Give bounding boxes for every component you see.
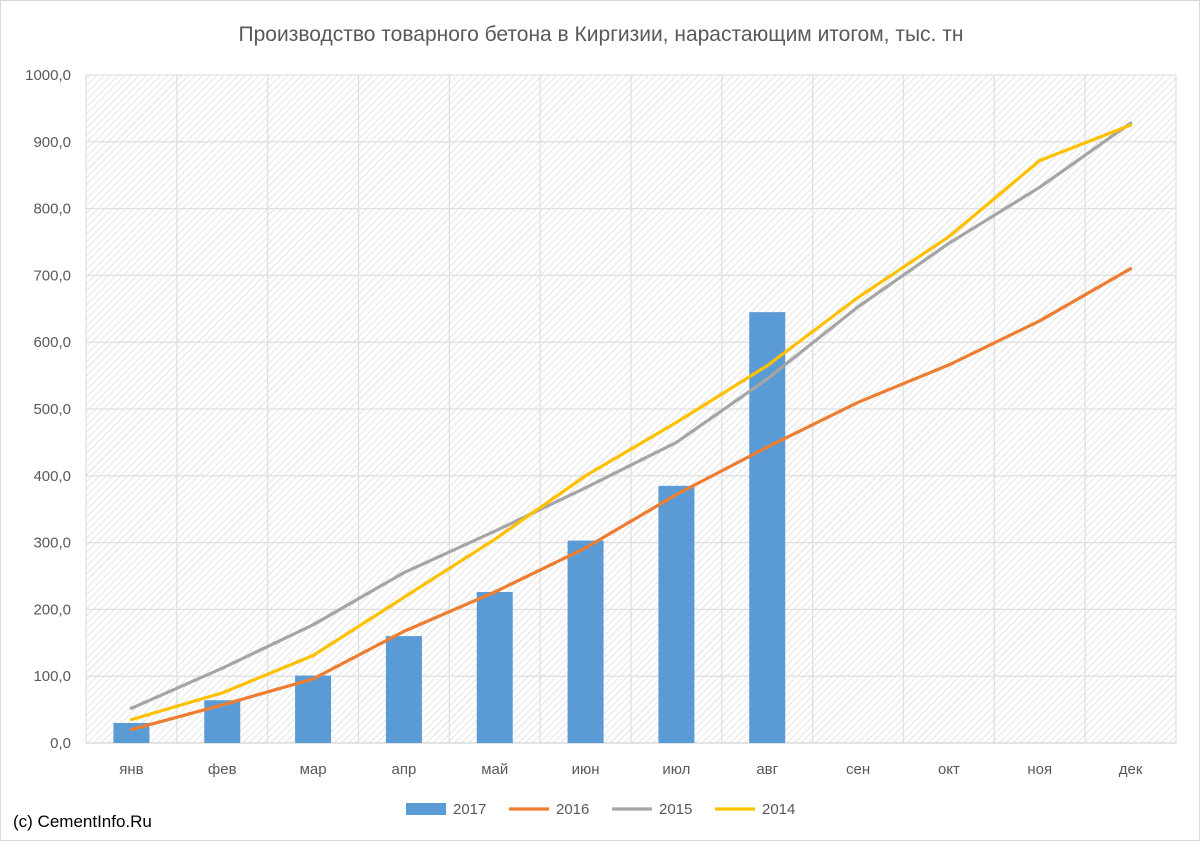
y-tick-label: 600,0 [33,334,71,351]
chart-title: Производство товарного бетона в Киргизии… [239,23,964,46]
x-tick-label: мар [300,761,327,778]
y-tick-label: 0,0 [50,735,71,752]
bar-2017-июл [658,485,695,743]
x-tick-label: июл [662,761,690,778]
line-series-2016 [129,267,1133,732]
bar-2017-июн [567,540,604,743]
x-axis-ticks: янв фев мар апр май июн июл авг сен окт ноя дек [119,761,1143,778]
y-tick-label: 300,0 [33,535,71,552]
y-tick-label: 1000,0 [25,67,71,84]
y-tick-label: 200,0 [33,601,71,618]
legend-label-2017: 2017 [453,801,486,818]
x-tick-label: авг [756,761,778,778]
y-tick-label: 500,0 [33,401,71,418]
grid-layer [85,74,1177,744]
x-tick-label: май [481,761,508,778]
legend-label-2015: 2015 [659,801,692,818]
line-series [129,121,1133,732]
y-tick-label: 400,0 [33,468,71,485]
y-tick-label: 800,0 [33,201,71,218]
line-series-2014 [129,123,1133,722]
bar-2017-авг [749,312,786,743]
x-tick-label: фев [208,761,237,778]
line-series-2015 [129,121,1133,710]
bar-2017-апр [385,636,422,743]
x-tick-label: окт [938,761,960,778]
bar-2017-мар [295,675,332,743]
bar-2017-фев [204,700,241,743]
y-tick-label: 900,0 [33,134,71,151]
legend-swatch-2017 [406,803,446,815]
footer-copyright: (c) CementInfo.Ru [13,812,152,831]
x-tick-label: янв [119,761,143,778]
x-tick-label: июн [572,761,600,778]
x-tick-label: дек [1119,761,1143,778]
y-tick-label: 100,0 [33,668,71,685]
bar-2017-май [476,592,513,743]
y-tick-label: 700,0 [33,267,71,284]
legend: 2017 2016 2015 2014 [406,801,795,818]
x-tick-label: апр [392,761,417,778]
x-tick-label: ноя [1027,761,1052,778]
x-tick-label: сен [846,761,870,778]
legend-label-2016: 2016 [556,801,589,818]
y-axis-ticks: 0,0 100,0 200,0 300,0 400,0 500,0 600,0 700,0 80… [25,67,71,752]
legend-label-2014: 2014 [762,801,795,818]
bar-series [113,312,786,743]
